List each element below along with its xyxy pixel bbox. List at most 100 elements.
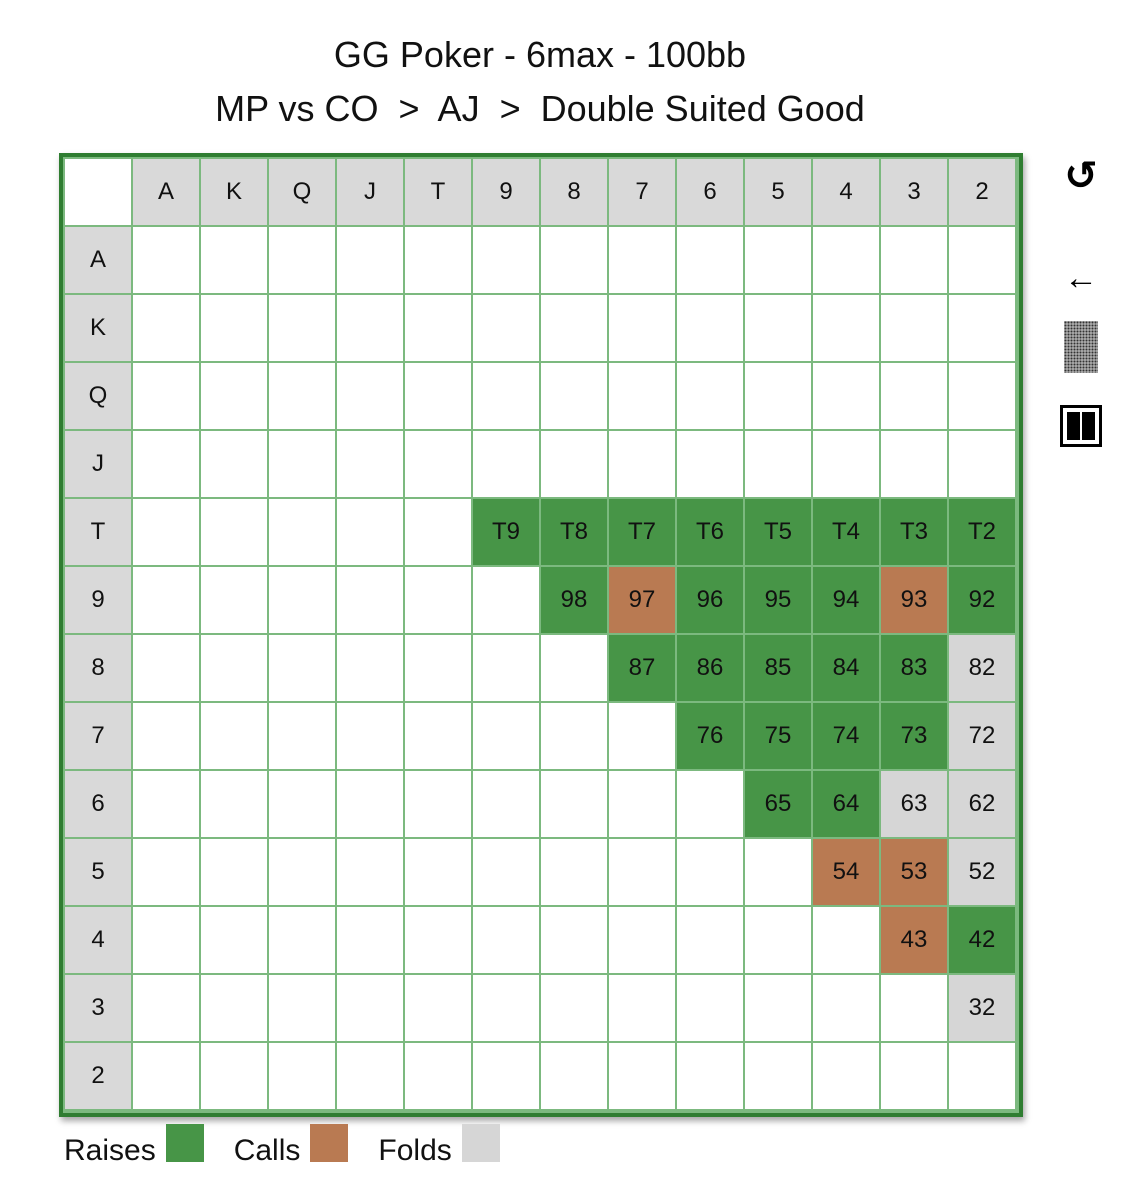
hand-cell[interactable] — [269, 1043, 335, 1109]
hand-cell-call[interactable]: 54 — [813, 839, 879, 905]
hand-cell[interactable] — [269, 703, 335, 769]
hand-cell[interactable] — [473, 363, 539, 429]
hand-cell-raise[interactable]: T3 — [881, 499, 947, 565]
hand-cell[interactable] — [337, 975, 403, 1041]
hand-cell[interactable] — [473, 1043, 539, 1109]
hand-cell-raise[interactable]: T9 — [473, 499, 539, 565]
hand-cell[interactable] — [201, 431, 267, 497]
hand-cell[interactable] — [745, 431, 811, 497]
hand-cell-raise[interactable]: T7 — [609, 499, 675, 565]
hand-cell[interactable] — [473, 295, 539, 361]
hand-cell-call[interactable]: 93 — [881, 567, 947, 633]
hand-cell[interactable] — [201, 635, 267, 701]
hand-cell[interactable] — [201, 771, 267, 837]
hand-cell[interactable] — [405, 227, 471, 293]
hand-cell[interactable] — [133, 431, 199, 497]
hand-cell[interactable] — [269, 567, 335, 633]
hand-cell[interactable] — [133, 907, 199, 973]
hand-cell[interactable] — [133, 771, 199, 837]
hand-cell-raise[interactable]: 84 — [813, 635, 879, 701]
hand-cell-raise[interactable]: 92 — [949, 567, 1015, 633]
hand-cell[interactable] — [949, 227, 1015, 293]
hand-cell[interactable] — [337, 703, 403, 769]
hand-cell[interactable] — [269, 295, 335, 361]
hand-cell[interactable] — [813, 1043, 879, 1109]
hand-cell[interactable] — [541, 431, 607, 497]
hand-cell[interactable] — [881, 295, 947, 361]
hand-cell[interactable] — [473, 431, 539, 497]
hand-cell[interactable] — [337, 1043, 403, 1109]
hand-cell[interactable] — [337, 907, 403, 973]
back-button[interactable]: ← — [1055, 252, 1107, 304]
hand-cell[interactable] — [337, 567, 403, 633]
hand-cell[interactable] — [541, 975, 607, 1041]
hand-cell[interactable] — [813, 363, 879, 429]
hand-cell-fold[interactable]: 62 — [949, 771, 1015, 837]
hand-cell[interactable] — [745, 975, 811, 1041]
hand-cell[interactable] — [609, 1043, 675, 1109]
hand-cell[interactable] — [405, 363, 471, 429]
hand-cell-raise[interactable]: 98 — [541, 567, 607, 633]
hand-cell-fold[interactable]: 72 — [949, 703, 1015, 769]
hand-cell[interactable] — [133, 635, 199, 701]
hand-cell[interactable] — [541, 771, 607, 837]
hand-cell-raise[interactable]: T2 — [949, 499, 1015, 565]
hand-cell[interactable] — [269, 635, 335, 701]
hand-cell[interactable] — [201, 839, 267, 905]
hand-cell-raise[interactable]: 65 — [745, 771, 811, 837]
hand-cell[interactable] — [813, 295, 879, 361]
hand-cell[interactable] — [269, 499, 335, 565]
hand-cell-call[interactable]: 43 — [881, 907, 947, 973]
hand-cell[interactable] — [201, 363, 267, 429]
hand-cell[interactable] — [677, 975, 743, 1041]
hand-cell[interactable] — [133, 567, 199, 633]
hand-cell[interactable] — [269, 227, 335, 293]
hand-cell[interactable] — [133, 499, 199, 565]
hand-cell[interactable] — [133, 703, 199, 769]
hand-cell[interactable] — [813, 975, 879, 1041]
hand-cell[interactable] — [405, 295, 471, 361]
hand-cell-raise[interactable]: 83 — [881, 635, 947, 701]
hand-cell[interactable] — [609, 431, 675, 497]
hand-cell[interactable] — [473, 771, 539, 837]
hand-cell[interactable] — [201, 1043, 267, 1109]
hand-cell[interactable] — [201, 499, 267, 565]
hand-cell[interactable] — [269, 771, 335, 837]
hand-cell[interactable] — [609, 227, 675, 293]
hand-cell-raise[interactable]: T8 — [541, 499, 607, 565]
hand-cell[interactable] — [473, 567, 539, 633]
hand-cell-raise[interactable]: 87 — [609, 635, 675, 701]
hand-cell-raise[interactable]: 42 — [949, 907, 1015, 973]
hand-cell[interactable] — [813, 431, 879, 497]
hand-cell[interactable] — [201, 907, 267, 973]
hand-cell[interactable] — [405, 431, 471, 497]
hand-cell-call[interactable]: 53 — [881, 839, 947, 905]
hand-cell[interactable] — [881, 1043, 947, 1109]
hand-cell[interactable] — [473, 227, 539, 293]
hand-cell[interactable] — [133, 363, 199, 429]
hand-cell[interactable] — [677, 363, 743, 429]
hand-cell[interactable] — [949, 1043, 1015, 1109]
hand-cell[interactable] — [541, 1043, 607, 1109]
hand-cell[interactable] — [949, 363, 1015, 429]
hand-cell[interactable] — [133, 975, 199, 1041]
hand-cell[interactable] — [677, 907, 743, 973]
hand-cell[interactable] — [337, 499, 403, 565]
hand-cell[interactable] — [405, 703, 471, 769]
hand-cell[interactable] — [813, 907, 879, 973]
hand-cell[interactable] — [269, 907, 335, 973]
hand-cell-call[interactable]: 97 — [609, 567, 675, 633]
hand-cell-fold[interactable]: 63 — [881, 771, 947, 837]
hand-cell[interactable] — [745, 227, 811, 293]
hand-cell[interactable] — [881, 363, 947, 429]
hand-cell-raise[interactable]: 96 — [677, 567, 743, 633]
hand-cell[interactable] — [541, 839, 607, 905]
hand-cell[interactable] — [473, 635, 539, 701]
hand-cell[interactable] — [405, 635, 471, 701]
undo-button[interactable]: ↺ — [1055, 150, 1107, 202]
hand-cell-raise[interactable]: 73 — [881, 703, 947, 769]
hand-cell[interactable] — [677, 839, 743, 905]
hand-cell[interactable] — [677, 431, 743, 497]
pause-button[interactable] — [1055, 400, 1107, 452]
hand-cell[interactable] — [405, 1043, 471, 1109]
